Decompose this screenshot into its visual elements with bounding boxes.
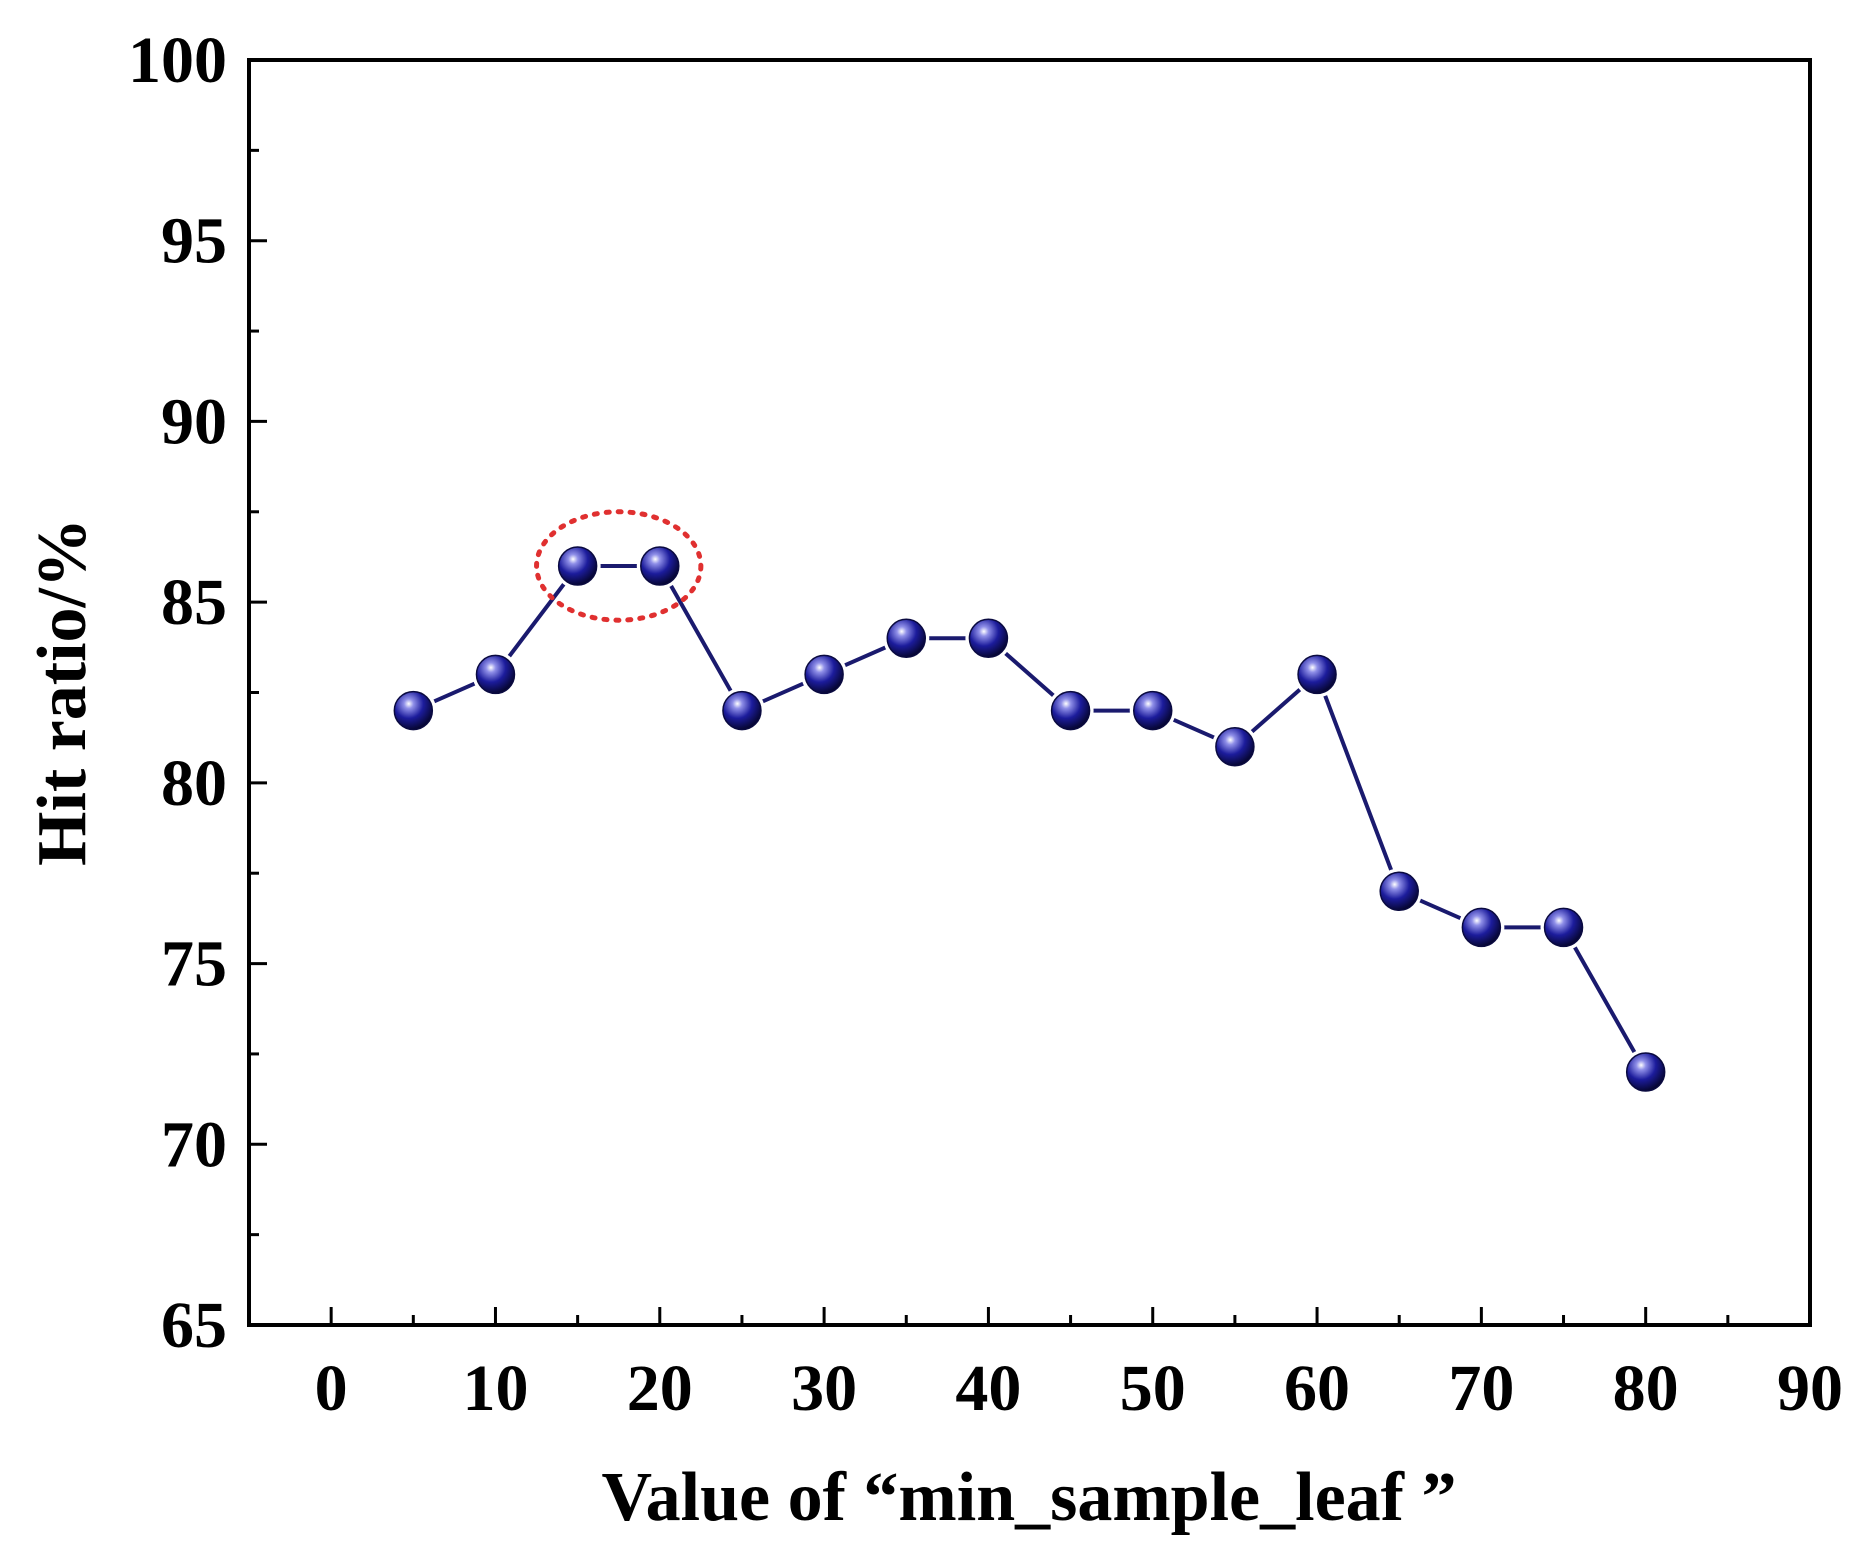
x-tick-label: 90 [1777,1352,1843,1425]
y-axis-title: Hit ratio/% [24,518,101,866]
y-tick-label: 95 [161,205,227,278]
data-point [722,690,762,731]
data-point [475,654,516,695]
y-tick-label: 80 [161,747,227,820]
x-axis-tick-labels: 0 10 20 30 40 50 60 70 80 90 [315,1352,1843,1425]
x-tick-label: 80 [1613,1352,1679,1425]
x-tick-label: 20 [627,1352,693,1425]
y-tick-label: 90 [161,385,227,458]
y-axis-tick-labels: 65 70 75 80 85 90 95 100 [128,24,227,1362]
x-tick-label: 30 [791,1352,857,1425]
data-point [640,546,680,586]
y-tick-label: 85 [161,566,227,639]
y-tick-label: 75 [161,928,227,1001]
x-tick-label: 40 [955,1352,1021,1425]
data-point [804,654,844,695]
data-point [886,618,927,659]
y-tick-label: 70 [161,1108,227,1181]
data-point [1297,654,1337,695]
highlight-ellipse [534,509,704,623]
series-markers [390,543,1669,1095]
x-tick-label: 50 [1120,1352,1186,1425]
y-tick-label: 100 [128,24,227,97]
x-tick-label: 60 [1284,1352,1350,1425]
data-point [1461,907,1502,948]
x-axis-title: Value of “min_sample_leaf ” [602,1459,1457,1536]
data-point [1050,690,1091,731]
data-point [1132,690,1173,731]
y-axis-ticks [249,58,267,1327]
data-point [968,618,1009,659]
series-line [412,564,1648,1073]
data-point [557,546,598,586]
data-point [393,690,434,731]
data-point [1379,871,1419,912]
x-tick-label: 0 [315,1352,348,1425]
x-tick-label: 70 [1448,1352,1514,1425]
y-tick-label: 65 [161,1289,227,1362]
x-axis-ticks [329,1307,1812,1325]
data-point [1215,726,1255,767]
data-point [1625,1052,1666,1092]
x-tick-label: 10 [462,1352,528,1425]
data-point [1543,907,1584,948]
